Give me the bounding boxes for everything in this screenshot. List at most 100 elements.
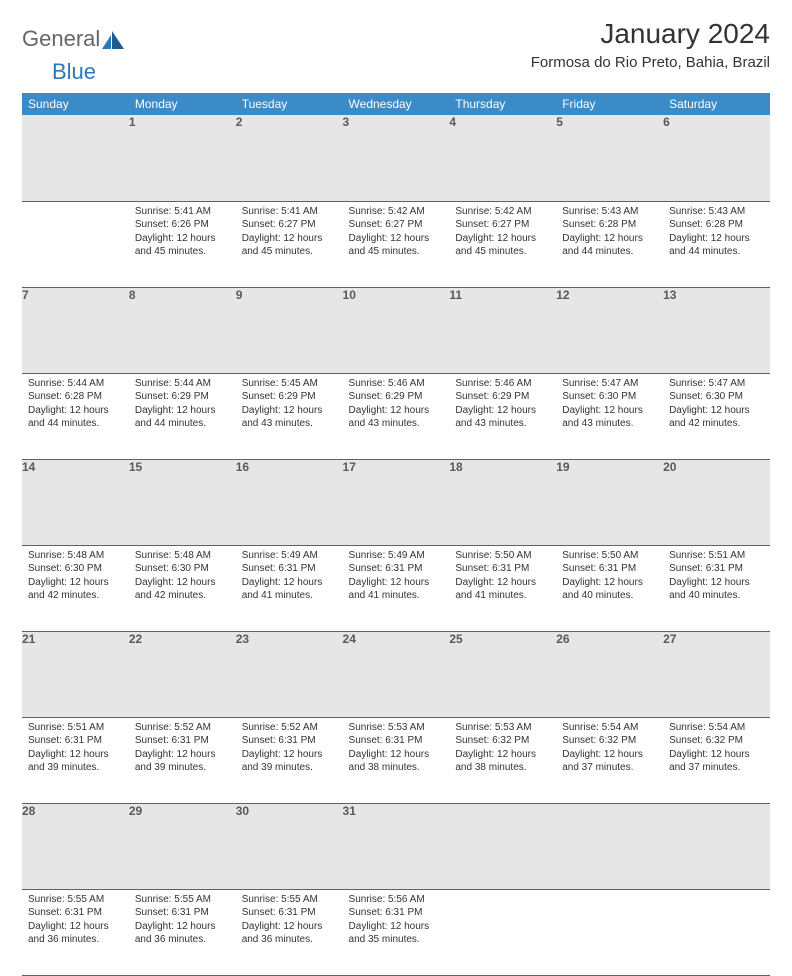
day-content: Sunrise: 5:45 AMSunset: 6:29 PMDaylight:… [236,374,343,437]
sunset-line: Sunset: 6:29 PM [349,390,444,404]
logo-text-blue: Blue [52,59,96,85]
day-number-row: 123456 [22,115,770,201]
daylight-line: Daylight: 12 hours and 44 minutes. [669,232,764,259]
daylight-line: Daylight: 12 hours and 45 minutes. [135,232,230,259]
sunrise-line: Sunrise: 5:41 AM [242,205,337,219]
day-data-cell [556,889,663,975]
day-data-cell: Sunrise: 5:43 AMSunset: 6:28 PMDaylight:… [663,201,770,287]
day-number-cell: 18 [449,459,556,545]
weekday-header: Sunday [22,93,129,115]
day-data-cell: Sunrise: 5:55 AMSunset: 6:31 PMDaylight:… [22,889,129,975]
day-number-cell [22,115,129,201]
day-data-cell: Sunrise: 5:45 AMSunset: 6:29 PMDaylight:… [236,373,343,459]
sunset-line: Sunset: 6:32 PM [455,734,550,748]
day-number-cell: 2 [236,115,343,201]
day-data-row: Sunrise: 5:41 AMSunset: 6:26 PMDaylight:… [22,201,770,287]
daylight-line: Daylight: 12 hours and 39 minutes. [242,748,337,775]
sunrise-line: Sunrise: 5:47 AM [669,377,764,391]
sunset-line: Sunset: 6:31 PM [242,906,337,920]
day-content: Sunrise: 5:41 AMSunset: 6:26 PMDaylight:… [129,202,236,265]
day-number-cell: 6 [663,115,770,201]
sunrise-line: Sunrise: 5:43 AM [669,205,764,219]
sunset-line: Sunset: 6:31 PM [349,734,444,748]
day-content: Sunrise: 5:43 AMSunset: 6:28 PMDaylight:… [556,202,663,265]
day-number-cell: 4 [449,115,556,201]
sunrise-line: Sunrise: 5:54 AM [562,721,657,735]
day-data-cell: Sunrise: 5:55 AMSunset: 6:31 PMDaylight:… [236,889,343,975]
sunset-line: Sunset: 6:31 PM [135,734,230,748]
sunrise-line: Sunrise: 5:50 AM [562,549,657,563]
daylight-line: Daylight: 12 hours and 42 minutes. [135,576,230,603]
daylight-line: Daylight: 12 hours and 44 minutes. [562,232,657,259]
day-content: Sunrise: 5:43 AMSunset: 6:28 PMDaylight:… [663,202,770,265]
day-number-cell: 23 [236,631,343,717]
day-data-cell: Sunrise: 5:53 AMSunset: 6:32 PMDaylight:… [449,717,556,803]
sunrise-line: Sunrise: 5:49 AM [349,549,444,563]
weekday-header: Wednesday [343,93,450,115]
day-data-cell: Sunrise: 5:50 AMSunset: 6:31 PMDaylight:… [449,545,556,631]
day-number-cell: 29 [129,803,236,889]
day-number-cell: 15 [129,459,236,545]
daylight-line: Daylight: 12 hours and 37 minutes. [669,748,764,775]
day-data-cell: Sunrise: 5:54 AMSunset: 6:32 PMDaylight:… [663,717,770,803]
sunrise-line: Sunrise: 5:52 AM [242,721,337,735]
sunset-line: Sunset: 6:30 PM [562,390,657,404]
day-number-cell: 10 [343,287,450,373]
sunset-line: Sunset: 6:31 PM [349,906,444,920]
sunset-line: Sunset: 6:26 PM [135,218,230,232]
day-number-cell: 28 [22,803,129,889]
day-number-cell: 24 [343,631,450,717]
day-number-row: 28293031 [22,803,770,889]
daylight-line: Daylight: 12 hours and 43 minutes. [349,404,444,431]
daylight-line: Daylight: 12 hours and 41 minutes. [349,576,444,603]
day-data-cell: Sunrise: 5:49 AMSunset: 6:31 PMDaylight:… [236,545,343,631]
logo: General [22,26,124,52]
day-data-cell: Sunrise: 5:51 AMSunset: 6:31 PMDaylight:… [663,545,770,631]
weekday-header: Saturday [663,93,770,115]
day-data-cell: Sunrise: 5:47 AMSunset: 6:30 PMDaylight:… [556,373,663,459]
day-content: Sunrise: 5:53 AMSunset: 6:31 PMDaylight:… [343,718,450,781]
daylight-line: Daylight: 12 hours and 40 minutes. [669,576,764,603]
day-number-cell [449,803,556,889]
sunset-line: Sunset: 6:31 PM [242,734,337,748]
daylight-line: Daylight: 12 hours and 42 minutes. [28,576,123,603]
daylight-line: Daylight: 12 hours and 45 minutes. [455,232,550,259]
sunset-line: Sunset: 6:29 PM [242,390,337,404]
daylight-line: Daylight: 12 hours and 43 minutes. [562,404,657,431]
daylight-line: Daylight: 12 hours and 44 minutes. [135,404,230,431]
day-content: Sunrise: 5:41 AMSunset: 6:27 PMDaylight:… [236,202,343,265]
weekday-header: Friday [556,93,663,115]
day-number-row: 14151617181920 [22,459,770,545]
day-content: Sunrise: 5:46 AMSunset: 6:29 PMDaylight:… [343,374,450,437]
day-content: Sunrise: 5:51 AMSunset: 6:31 PMDaylight:… [22,718,129,781]
day-data-cell [22,201,129,287]
sunset-line: Sunset: 6:31 PM [135,906,230,920]
daylight-line: Daylight: 12 hours and 35 minutes. [349,920,444,947]
day-content: Sunrise: 5:55 AMSunset: 6:31 PMDaylight:… [236,890,343,953]
sunset-line: Sunset: 6:31 PM [669,562,764,576]
day-number-cell: 20 [663,459,770,545]
day-number-cell: 22 [129,631,236,717]
sunset-line: Sunset: 6:28 PM [669,218,764,232]
sunset-line: Sunset: 6:29 PM [135,390,230,404]
day-content: Sunrise: 5:54 AMSunset: 6:32 PMDaylight:… [663,718,770,781]
sunrise-line: Sunrise: 5:45 AM [242,377,337,391]
day-content: Sunrise: 5:50 AMSunset: 6:31 PMDaylight:… [556,546,663,609]
day-content: Sunrise: 5:42 AMSunset: 6:27 PMDaylight:… [343,202,450,265]
daylight-line: Daylight: 12 hours and 39 minutes. [28,748,123,775]
daylight-line: Daylight: 12 hours and 36 minutes. [135,920,230,947]
day-data-row: Sunrise: 5:44 AMSunset: 6:28 PMDaylight:… [22,373,770,459]
day-data-row: Sunrise: 5:51 AMSunset: 6:31 PMDaylight:… [22,717,770,803]
sunrise-line: Sunrise: 5:50 AM [455,549,550,563]
day-content: Sunrise: 5:50 AMSunset: 6:31 PMDaylight:… [449,546,556,609]
logo-triangles-icon [102,29,124,49]
day-data-cell: Sunrise: 5:56 AMSunset: 6:31 PMDaylight:… [343,889,450,975]
day-data-row: Sunrise: 5:48 AMSunset: 6:30 PMDaylight:… [22,545,770,631]
day-data-cell: Sunrise: 5:42 AMSunset: 6:27 PMDaylight:… [343,201,450,287]
sunset-line: Sunset: 6:27 PM [242,218,337,232]
daylight-line: Daylight: 12 hours and 38 minutes. [455,748,550,775]
sunrise-line: Sunrise: 5:55 AM [28,893,123,907]
day-content: Sunrise: 5:46 AMSunset: 6:29 PMDaylight:… [449,374,556,437]
sunrise-line: Sunrise: 5:46 AM [455,377,550,391]
day-content: Sunrise: 5:47 AMSunset: 6:30 PMDaylight:… [663,374,770,437]
